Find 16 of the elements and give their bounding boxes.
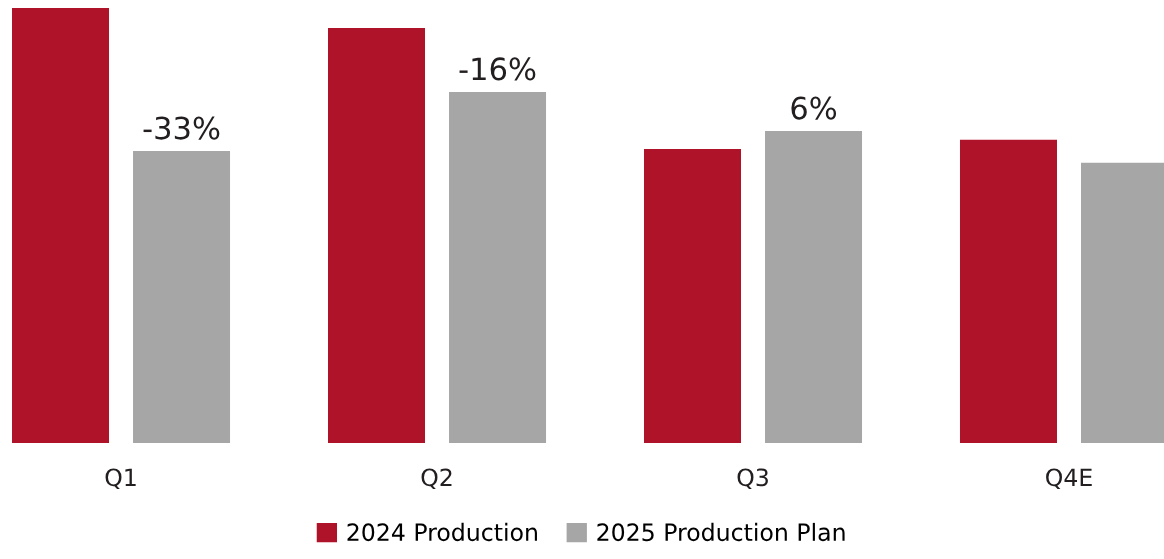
legend-label: 2025 Production Plan (597, 522, 845, 542)
bar (133, 151, 231, 443)
annotation: -33% (143, 116, 220, 140)
bar (959, 139, 1057, 443)
legend-label: 2024 Production (347, 522, 537, 542)
bar (643, 148, 741, 443)
bar (765, 131, 863, 443)
bar (449, 91, 547, 443)
x-tick-label: Q4E (1046, 468, 1092, 489)
annotation: -16% (459, 57, 536, 81)
bar (12, 8, 110, 443)
x-tick-label: Q3 (737, 468, 768, 489)
annotation: 6% (791, 96, 837, 120)
x-tick-label: Q2 (421, 468, 452, 489)
bar (328, 28, 426, 443)
x-tick-label: Q1 (105, 468, 136, 489)
